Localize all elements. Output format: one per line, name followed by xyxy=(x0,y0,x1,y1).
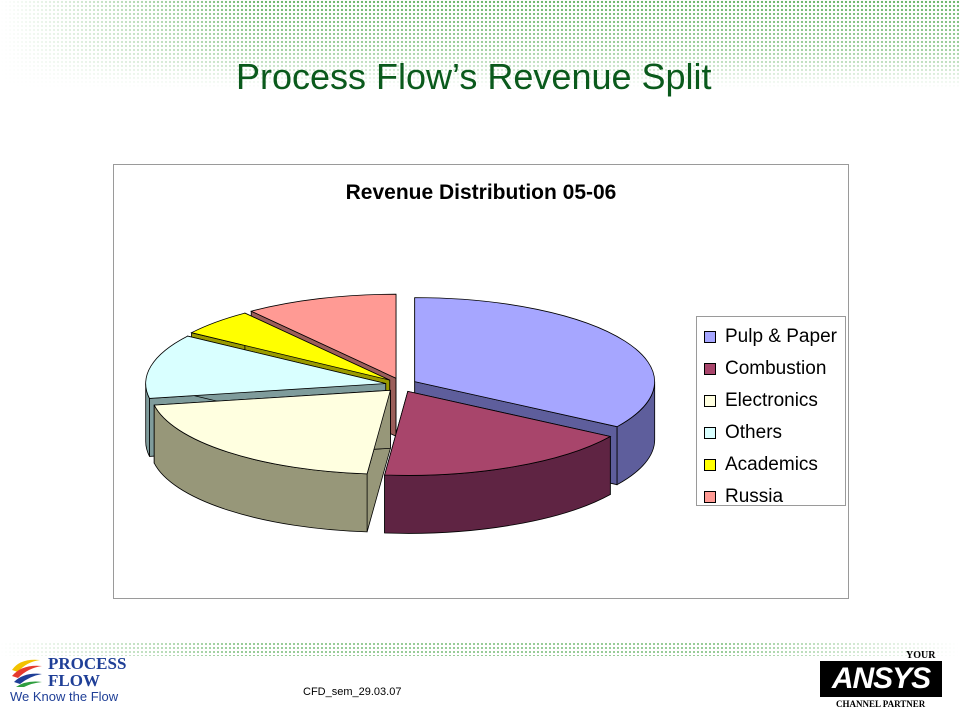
pie-slice-russia xyxy=(250,293,397,379)
legend-label: Others xyxy=(725,422,783,443)
ansys-logo-mark: ANSYS xyxy=(820,661,942,697)
ansys-logo-bottom: CHANNEL PARTNER xyxy=(836,699,926,709)
chart-frame: Revenue Distribution 05-06 Pulp & Paper C… xyxy=(113,164,849,599)
legend-label: Electronics xyxy=(725,390,818,411)
pie-slice-pulp-paper xyxy=(414,297,655,428)
slide-title: Process Flow’s Revenue Split xyxy=(236,56,712,97)
legend-item-combustion: Combustion xyxy=(697,353,845,385)
process-flow-logo-line2: FLOW xyxy=(48,671,100,690)
legend-swatch xyxy=(704,395,716,407)
legend-item-academics: Academics xyxy=(697,449,845,481)
process-flow-logo-icon xyxy=(12,659,42,687)
footer-code: CFD_sem_29.03.07 xyxy=(303,686,402,698)
pie-chart xyxy=(145,293,656,534)
legend-swatch xyxy=(704,459,716,471)
pie-slice-others xyxy=(145,335,386,399)
chart-title: Revenue Distribution 05-06 xyxy=(345,181,617,204)
legend-item-pulp-paper: Pulp & Paper xyxy=(697,321,845,353)
legend-swatch xyxy=(704,363,716,375)
pie-slice-academics xyxy=(190,312,390,381)
legend-swatch xyxy=(704,491,716,503)
footer-band-fade xyxy=(0,642,959,656)
ansys-logo-top: YOUR xyxy=(906,650,936,661)
legend-item-others: Others xyxy=(697,417,845,449)
process-flow-logo-line1: PROCESS xyxy=(48,654,127,673)
legend-label: Academics xyxy=(725,454,818,475)
process-flow-logo: PROCESS FLOW We Know the Flow xyxy=(10,654,150,706)
legend-label: Russia xyxy=(725,486,784,507)
legend-label: Pulp & Paper xyxy=(725,326,837,347)
legend-item-russia: Russia xyxy=(697,481,845,513)
legend-item-electronics: Electronics xyxy=(697,385,845,417)
pie-slice-combustion xyxy=(384,390,612,476)
process-flow-tagline: We Know the Flow xyxy=(10,689,119,704)
ansys-logo: YOUR ANSYS CHANNEL PARTNER xyxy=(818,650,948,709)
pie-slice-electronics xyxy=(153,389,391,475)
legend-swatch xyxy=(704,427,716,439)
legend-label: Combustion xyxy=(725,358,827,379)
header-band-fade xyxy=(0,0,260,88)
chart-legend: Pulp & Paper Combustion Electronics Others A… xyxy=(696,316,846,507)
legend-swatch xyxy=(704,331,716,343)
